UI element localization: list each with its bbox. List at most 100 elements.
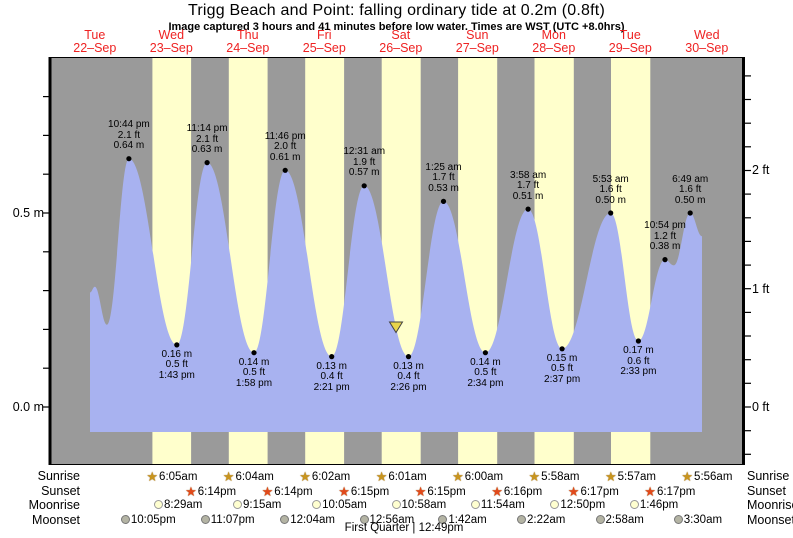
sunrise-time: 6:04am [235,471,274,483]
tide-extreme-dot [559,346,565,352]
day-label: Tue 29–Sep [609,29,652,55]
day-label: Sun 27–Sep [456,29,499,55]
day-label: Fri 25–Sep [303,29,346,55]
y-axis-label-left: 0.0 m [12,400,44,414]
sunset-star-icon: ★ [338,483,350,499]
sunset-time: 6:14pm [274,485,313,498]
moonrise-row-label: Moonrise [28,498,80,512]
high-tide-label: 3:58 am 1.7 ft 0.51 m [510,169,547,202]
day-date: 28–Sep [532,41,576,55]
moonrise-event: 1:46pm [629,499,678,512]
low-tide-label: 0.14 m 0.5 ft 2:34 pm [467,356,504,389]
moonrise-event: 11:54am [470,499,525,512]
day-name: Tue [84,28,106,42]
y-axis-left [48,57,52,465]
day-date: 26–Sep [379,41,423,55]
y-axis-label-right: 1 ft [752,282,770,296]
sunset-row-label: Sunset [747,483,786,498]
capture-note: Image captured 3 hours and 41 minutes be… [168,21,625,33]
moonset-time: 2:58am [605,513,644,526]
moonset-event: 2:22am [517,514,565,527]
sunrise-star-icon: ★ [299,469,311,484]
tide-extreme-dot [174,342,180,348]
sunrise-row-label: Sunrise [747,469,790,483]
sunrise-event: ★5:57am [605,470,656,484]
moonrise-event: 8:29am [154,499,202,512]
day-name: Fri [317,28,332,42]
sunrise-time: 5:57am [617,471,657,483]
tide-extreme-dot [440,198,447,204]
tide-curve-area [90,158,702,432]
moonset-event: 1:42am [438,514,487,527]
sunset-time: 6:17pm [580,485,619,498]
sunset-time: 6:14pm [197,485,237,498]
moonset-moon-icon [438,514,448,524]
sunset-event: ★6:16pm [491,485,542,499]
day-name: Tue [619,28,641,42]
high-tide-label: 1:25 am 1.7 ft 0.53 m [425,161,462,194]
high-tide-label: 12:31 am 1.9 ft 0.57 m [343,146,386,179]
moonrise-moon-icon [629,500,639,509]
moonrise-time: 9:15am [243,499,282,511]
moonrise-moon-icon [391,500,401,509]
high-tide-label: 10:44 pm 2.1 ft 0.64 m [108,119,150,152]
sunset-time: 6:15pm [350,485,390,498]
low-tide-label: 0.14 m 0.5 ft 1:58 pm [235,356,273,389]
sunset-star-icon: ★ [491,483,503,499]
high-tide-label: 11:46 pm 2.0 ft 0.61 m [264,130,306,163]
sunset-event: ★6:17pm [644,485,695,499]
y-axis-right [742,57,745,465]
sunset-row-label: Sunset [41,483,80,498]
sunrise-row-label: Sunrise [37,469,80,483]
moonrise-time: 10:58am [401,499,447,511]
moonset-time: 3:30am [683,513,723,526]
sunrise-time: 6:00am [464,471,504,483]
moonset-time: 11:07pm [210,513,255,526]
moonset-time: 12:56am [369,513,415,526]
day-name: Sun [466,28,489,42]
y-axis-label-right: 0 ft [752,400,770,414]
tide-extreme-dot [282,167,288,173]
sunset-time: 6:15pm [427,485,466,498]
sunrise-star-icon: ★ [146,469,159,484]
sunset-time: 6:16pm [503,485,543,498]
low-tide-label: 0.15 m 0.5 ft 2:37 pm [544,352,581,385]
low-tide-label: 0.13 m 0.4 ft 2:26 pm [390,360,427,393]
day-date: 25–Sep [302,41,346,55]
tide-extreme-dot [126,156,132,162]
day-label: Tue 22–Sep [73,29,116,55]
day-label: Sat 26–Sep [379,29,422,55]
low-tide-label: 0.17 m 0.6 ft 2:33 pm [620,345,657,377]
sunset-star-icon: ★ [644,483,656,499]
sunrise-star-icon: ★ [222,469,235,484]
high-tide-label: 10:54 pm 1.2 ft 0.38 m [644,220,686,253]
day-name: Thu [237,28,259,42]
y-axis-label-left: 0.5 m [12,206,44,220]
moonrise-time: 8:29am [164,499,203,511]
sunset-event: ★6:17pm [568,485,619,499]
day-date: 23–Sep [149,41,193,55]
tide-extreme-dot [687,210,693,216]
high-tide-label: 11:14 pm 2.1 ft 0.63 m [186,123,228,156]
sunrise-star-icon: ★ [375,469,388,484]
day-label: Mon 28–Sep [532,29,575,55]
moonset-moon-icon [280,514,290,524]
moonrise-moon-icon [550,500,560,509]
moonrise-event: 9:15am [233,499,281,512]
sunrise-event: ★6:01am [376,470,427,484]
low-tide-label: 0.13 m 0.4 ft 2:21 pm [313,360,350,393]
day-date: 30–Sep [685,41,729,55]
day-date: 24–Sep [226,41,270,55]
day-label: Thu 24–Sep [226,29,269,55]
sunrise-event: ★6:04am [223,470,274,484]
day-name: Wed [694,28,720,42]
moonrise-event: 10:05am [312,499,367,512]
tide-extreme-dot [608,210,614,216]
day-name: Wed [158,28,185,42]
moonrise-moon-icon [154,500,163,509]
high-tide-label: 5:53 am 1.6 ft 0.50 m [592,173,629,206]
moonset-event: 3:30am [673,513,723,527]
low-tide-label: 0.16 m 0.5 ft 1:43 pm [158,348,195,381]
moonset-moon-icon [595,514,605,524]
